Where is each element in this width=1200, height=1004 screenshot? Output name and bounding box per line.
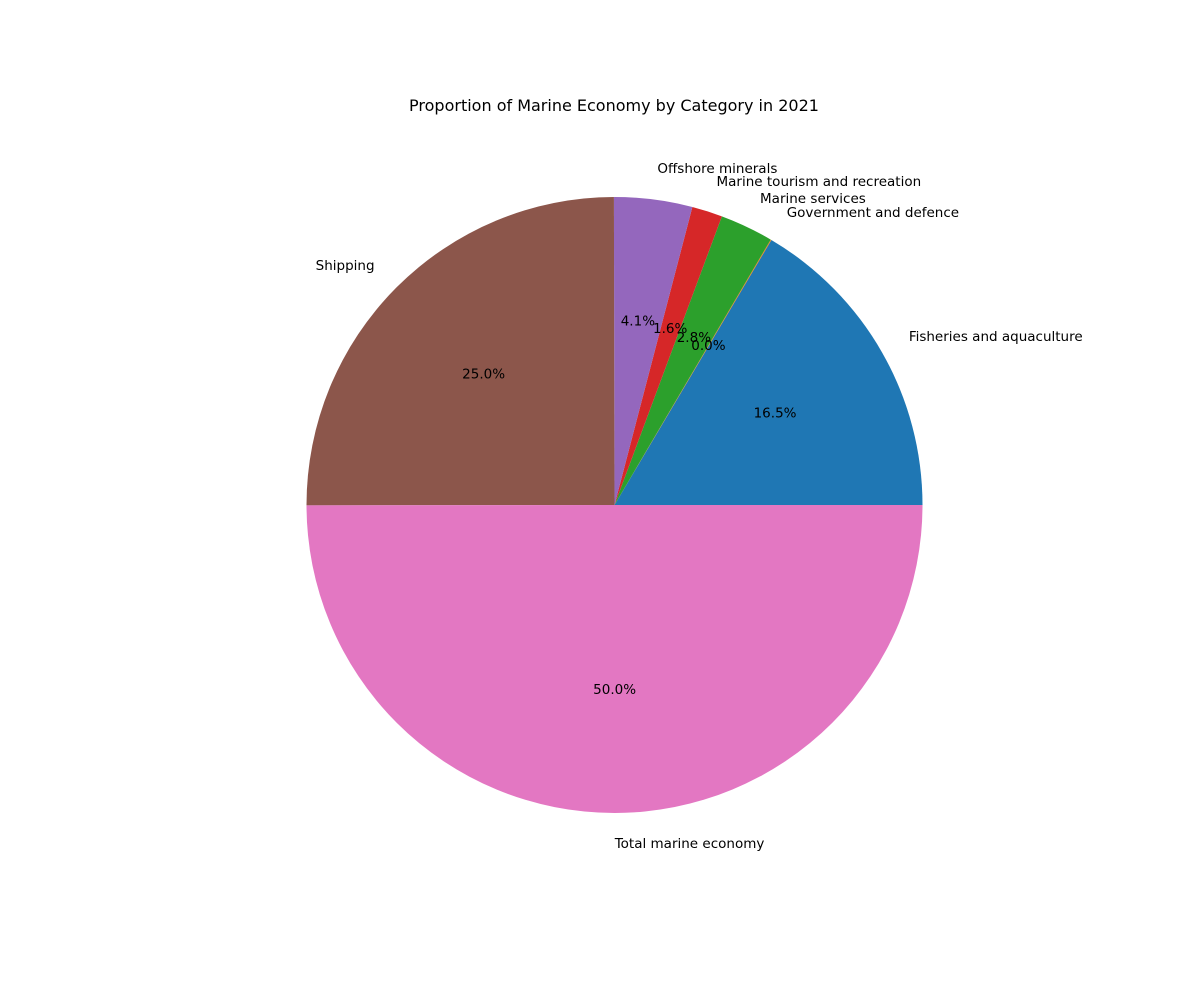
pie-slice-total-marine-economy (306, 505, 923, 813)
pie-slice-government-and-defence (614, 239, 772, 505)
slice-label: Marine services (760, 191, 866, 207)
pie-slice-fisheries-and-aquaculture (614, 239, 923, 505)
pie-slice-labels: Fisheries and aquaculture Government and … (316, 161, 1083, 852)
pie-slice-shipping (306, 197, 615, 506)
slice-label: Marine tourism and recreation (717, 174, 922, 190)
slice-label: Offshore minerals (657, 161, 777, 177)
slice-label: Shipping (316, 258, 375, 274)
slice-percent-label: 0.0% (691, 338, 725, 354)
slice-label: Government and defence (787, 205, 959, 221)
slice-percent-label: 25.0% (462, 367, 505, 383)
slice-label: Total marine economy (614, 836, 765, 852)
pie-slice-marine-tourism-and-recreation (614, 207, 722, 506)
slice-percent-label: 16.5% (754, 405, 797, 421)
slice-percent-label: 50.0% (593, 682, 636, 698)
chart-title: Proportion of Marine Economy by Category… (409, 96, 819, 115)
slice-percent-label: 2.8% (677, 330, 711, 346)
pie-percent-labels: 16.5% 0.0%2.8%1.6%4.1% 25.0% 50.0% (462, 314, 796, 698)
slice-percent-label: 1.6% (653, 321, 687, 337)
pie-slice-offshore-minerals (613, 197, 693, 506)
slice-label: Fisheries and aquaculture (909, 329, 1083, 345)
pie-slices (306, 197, 923, 813)
slice-percent-label: 4.1% (621, 314, 655, 330)
pie-slice-marine-services (614, 216, 771, 505)
